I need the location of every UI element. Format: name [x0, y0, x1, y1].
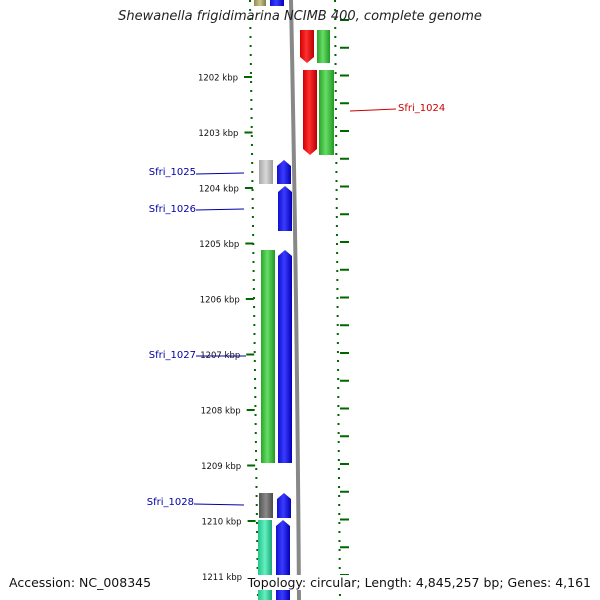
genome-backbone — [289, 0, 301, 600]
ruler-tick-label: 1210 kbp — [202, 518, 242, 528]
reverse-cds-Sfri_1024 — [303, 70, 317, 155]
inner-dotted-line — [249, 0, 259, 600]
feature-tracks — [254, 0, 334, 600]
gene-label-Sfri_1024: Sfri_1024 — [398, 103, 445, 114]
outer-dotted-line — [334, 0, 341, 600]
gc-block — [319, 70, 334, 155]
gene-label-Sfri_1028: Sfri_1028 — [147, 497, 194, 508]
forward-cds-partial — [270, 0, 284, 6]
forward-cds-Sfri_1025 — [277, 160, 291, 184]
genome-title: Shewanella frigidimarina NCIMB 400, comp… — [118, 9, 482, 24]
forward-cds-Sfri_1026 — [278, 186, 292, 231]
ruler-tick-label: 1208 kbp — [201, 407, 241, 417]
ruler-tick-label: 1203 kbp — [198, 129, 238, 139]
forward-cds-Sfri_1028 — [277, 493, 291, 518]
ruler-tick-label: 1204 kbp — [199, 185, 239, 195]
gc-block — [317, 30, 330, 63]
backbone-line — [289, 0, 301, 600]
forward-cds-Sfri_1027 — [278, 250, 292, 463]
ruler-tick-label: 1202 kbp — [198, 74, 238, 84]
gene-label-leader — [193, 503, 245, 506]
gene-label-Sfri_1027: Sfri_1027 — [149, 350, 196, 361]
ruler-tick-label: 1209 kbp — [201, 462, 241, 472]
gene-label-Sfri_1025: Sfri_1025 — [149, 167, 196, 178]
dotted-guide-lines — [249, 0, 349, 600]
gene-labels: Sfri_1024 Sfri_1025 Sfri_1026 Sfri_1027 Sfri… — [147, 103, 445, 508]
accession-text: Accession: NC_008345 — [9, 575, 152, 590]
ruler-tick-label: 1211 kbp — [202, 573, 242, 583]
ruler-tick-label: 1206 kbp — [200, 296, 240, 306]
gene-label-leader — [195, 208, 245, 211]
gc-block — [261, 250, 275, 463]
gc-block — [254, 0, 266, 6]
gene-label-Sfri_1026: Sfri_1026 — [149, 204, 196, 215]
gc-block — [259, 493, 273, 518]
gc-block — [259, 160, 273, 184]
ruler-tick-label: 1205 kbp — [199, 240, 239, 250]
gene-label-leader — [349, 108, 397, 112]
gene-label-leader — [195, 172, 245, 175]
reverse-cds-Sfri_1024 — [300, 30, 314, 63]
topology-text: Topology: circular; Length: 4,845,257 bp… — [247, 575, 591, 590]
kbp-ruler: 1202 kbp 1203 kbp 1204 kbp 1205 kbp 1206 kbp… — [198, 74, 257, 583]
